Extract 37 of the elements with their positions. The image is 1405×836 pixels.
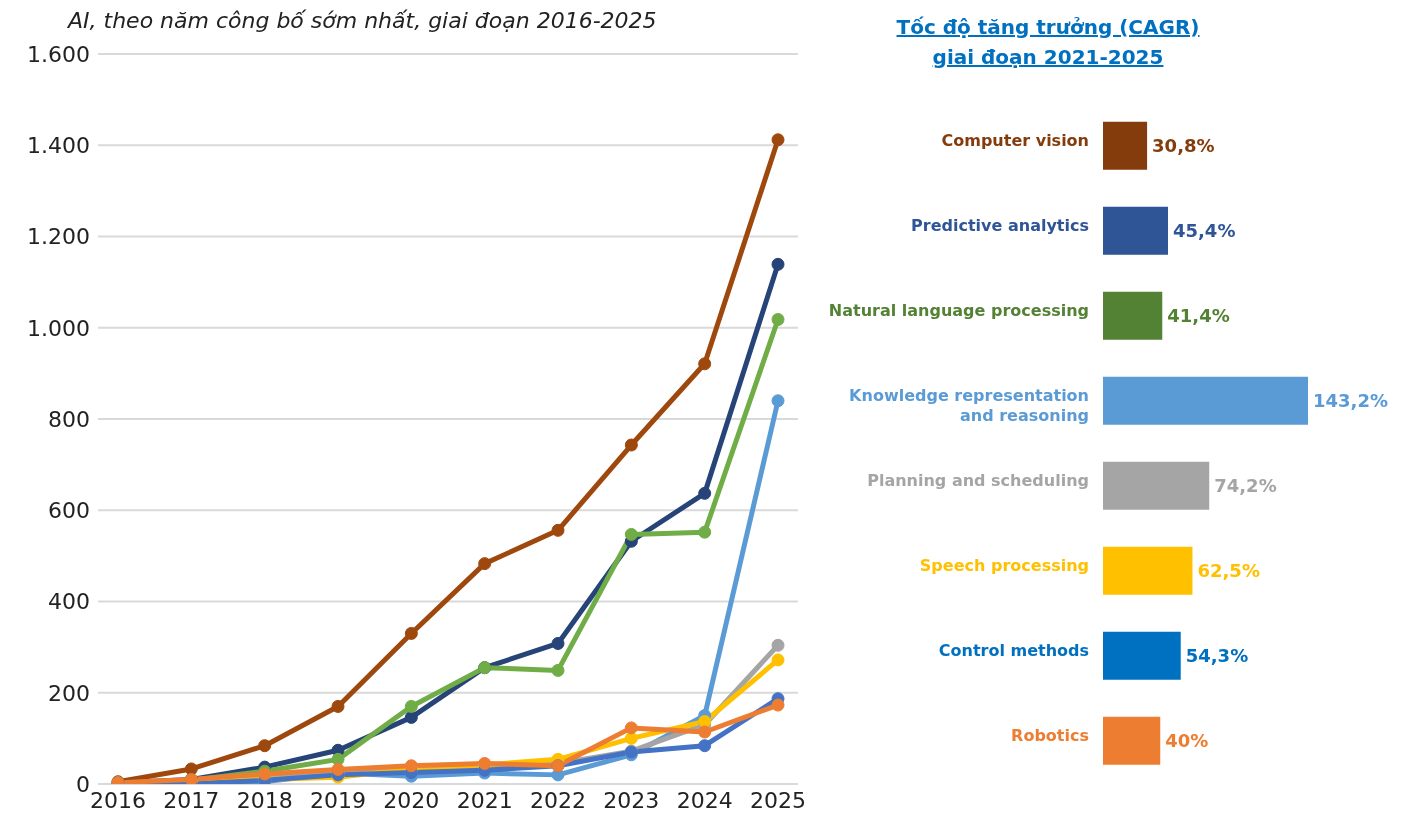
- y-tick-label: 800: [48, 406, 90, 432]
- y-tick-label: Control methods: [938, 640, 1089, 660]
- y-tick-label: 0: [76, 771, 90, 797]
- x-tick-label: 2019: [310, 787, 366, 813]
- x-tick-label: 2023: [603, 787, 660, 813]
- y-tick-label: Planning and scheduling: [867, 470, 1089, 490]
- y-tick-label: Knowledge representation and reasoning: [849, 385, 1089, 425]
- y-tick-label: 600: [48, 498, 90, 524]
- data-label: 74,2%: [1214, 474, 1277, 496]
- x-tick-label: 2017: [163, 787, 220, 813]
- x-tick-label: 2020: [383, 787, 440, 813]
- data-label: 41,4%: [1167, 304, 1230, 326]
- y-tick-label: Robotics: [1011, 725, 1089, 745]
- x-tick-label: 2016: [90, 787, 146, 813]
- y-tick-label: 200: [48, 680, 90, 706]
- x-tick-label: 2024: [676, 787, 733, 813]
- y-tick-label: Predictive analytics: [911, 215, 1089, 235]
- y-tick-label: Speech processing: [919, 555, 1089, 575]
- data-label: 62,5%: [1197, 559, 1260, 581]
- data-label: 143,2%: [1313, 389, 1388, 411]
- data-label: 45,4%: [1172, 219, 1236, 241]
- y-tick-label: 1.600: [27, 41, 90, 67]
- y-tick-label: 400: [48, 589, 90, 615]
- chart-title: Tốc độ tăng trưởng (CAGR) giai đoạn 2021-2025: [895, 14, 1201, 71]
- x-tick-label: 2018: [236, 787, 293, 813]
- data-label: 40%: [1165, 729, 1209, 751]
- chart-title: AI, theo năm công bố sớm nhất, giai đoạn 2016-2025: [68, 8, 657, 33]
- y-tick-label: 1.200: [27, 224, 90, 250]
- x-tick-label: 2022: [530, 787, 586, 813]
- data-label: 30,8%: [1152, 134, 1215, 156]
- y-tick-label: 1.000: [27, 315, 90, 341]
- y-tick-label: Computer vision: [941, 130, 1089, 150]
- y-tick-label: 1.400: [27, 133, 90, 159]
- x-tick-label: 2025: [750, 787, 806, 813]
- y-tick-label: Natural language processing: [828, 300, 1089, 320]
- x-tick-label: 2021: [456, 787, 513, 813]
- data-label: 54,3%: [1185, 644, 1249, 666]
